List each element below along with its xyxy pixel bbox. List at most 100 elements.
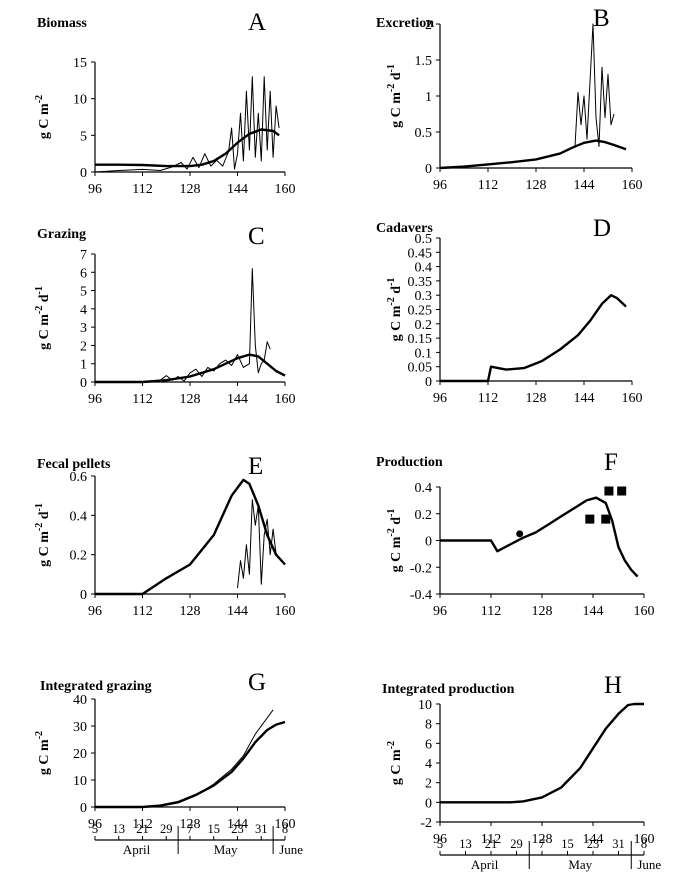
- y-tick-label: 30: [73, 720, 87, 735]
- x-tick-label: 112: [481, 832, 501, 847]
- x-tick-label: 128: [532, 604, 553, 619]
- panel-title: Production: [376, 455, 443, 470]
- data-point-square: [617, 486, 627, 496]
- y-tick-label: 0.15: [408, 332, 433, 347]
- date-tick-label: 7: [187, 822, 193, 836]
- y-label-exponent: -1: [34, 503, 45, 511]
- x-tick-label: 144: [583, 832, 604, 847]
- y-axis-label: g C m-2 d-1: [386, 64, 404, 128]
- date-tick-label: 8: [641, 837, 647, 851]
- y-tick-label: 0.1: [415, 346, 433, 361]
- y-tick-label: 4: [80, 303, 87, 318]
- panel-title: Integrated grazing: [40, 679, 152, 694]
- panel-letter: B: [593, 5, 610, 32]
- panel-letter: G: [248, 669, 266, 696]
- y-label-part: g C m: [389, 749, 404, 785]
- panel-title: Fecal pellets: [37, 457, 111, 472]
- y-tick-label: 0.25: [408, 304, 433, 319]
- y-tick-label: -0.4: [410, 588, 432, 603]
- y-tick-label: 7: [80, 248, 87, 263]
- date-tick-label: 13: [459, 837, 472, 851]
- x-tick-label: 128: [180, 604, 201, 619]
- date-tick-label: 15: [208, 822, 221, 836]
- panel-e: Fecal pellets E 0 0.2 0.4 0.6 96 112 128 144 160 g …: [34, 453, 296, 619]
- y-label-part: g C m: [37, 103, 52, 139]
- x-tick-label: 96: [433, 604, 447, 619]
- y-tick-label: 6: [80, 266, 87, 281]
- y-tick-label: 10: [418, 698, 432, 713]
- panel-title: Grazing: [37, 227, 86, 242]
- date-tick-label: 5: [437, 837, 443, 851]
- y-tick-label: 20: [73, 747, 87, 762]
- x-tick-label: 112: [478, 178, 498, 193]
- x-tick-label: 160: [622, 178, 643, 193]
- x-tick-label: 128: [180, 392, 201, 407]
- y-label-exponent: -2: [34, 523, 45, 531]
- y-label-exponent: -2: [34, 95, 45, 103]
- date-tick-label: 13: [113, 822, 126, 836]
- series-line-model: [440, 294, 627, 383]
- y-tick-label: 15: [73, 56, 87, 71]
- month-label: May: [214, 842, 238, 857]
- panel-letter: A: [248, 9, 266, 36]
- y-tick-label: 0.3: [415, 289, 433, 304]
- series-line-observed: [94, 76, 280, 173]
- series-line-model: [439, 139, 627, 170]
- y-tick-label: 1: [80, 358, 87, 373]
- panel-h: Integrated production H -2 0 2 4 6 8 10 96 112 128 1…: [382, 672, 661, 872]
- x-tick-label: 160: [275, 817, 296, 832]
- y-tick-label: 2: [425, 18, 432, 33]
- y-label-part: g C m: [37, 739, 52, 775]
- data-point-circle: [516, 530, 524, 538]
- date-tick-label: 29: [160, 822, 173, 836]
- y-label-exponent: -1: [386, 278, 397, 286]
- y-tick-label: 10: [73, 93, 87, 108]
- x-tick-label: 160: [275, 392, 296, 407]
- y-tick-label: 0.05: [408, 361, 433, 376]
- series-line-observed: [574, 23, 615, 147]
- y-label-part: g C m: [389, 536, 404, 572]
- panel-letter: E: [248, 453, 263, 480]
- panel-f: Production F -0.4 -0.2 0 0.2 0.4 96 112 128 144 160…: [376, 449, 655, 619]
- y-label-part: d: [389, 517, 404, 525]
- date-tick-label: 21: [136, 822, 149, 836]
- month-label: May: [568, 857, 592, 872]
- x-tick-label: 144: [227, 604, 248, 619]
- x-tick-label: 160: [275, 604, 296, 619]
- x-tick-label: 160: [634, 604, 655, 619]
- panel-c: Grazing C 0 1 2 3 4 5 6 7 96 112 128 144 160 g C m-2 d-…: [34, 223, 296, 407]
- date-tick-label: 8: [282, 822, 288, 836]
- date-tick-label: 5: [92, 822, 98, 836]
- series-line-observed: [159, 268, 271, 382]
- x-tick-label: 112: [132, 817, 152, 832]
- y-tick-label: 8: [425, 718, 432, 733]
- y-label-exponent: -2: [386, 528, 397, 536]
- date-tick-label: 23: [587, 837, 600, 851]
- y-tick-label: 0: [80, 801, 87, 816]
- y-axis-label: g C m-2: [34, 731, 52, 775]
- series-line-model: [440, 702, 644, 804]
- y-tick-label: 2: [80, 339, 87, 354]
- panel-letter: C: [248, 223, 265, 250]
- x-tick-label: 112: [132, 604, 152, 619]
- y-axis-label: g C m-2 d-1: [34, 503, 52, 567]
- x-tick-label: 160: [275, 182, 296, 197]
- panel-a: Biomass A 0 5 10 15 96 112 128 144 160 g C m-2: [34, 9, 296, 197]
- panel-title: Biomass: [37, 16, 87, 31]
- y-label-exponent: -1: [386, 509, 397, 517]
- y-tick-label: 40: [73, 693, 87, 708]
- y-label-part: g C m: [37, 314, 52, 350]
- x-tick-label: 96: [88, 392, 102, 407]
- x-tick-label: 144: [574, 391, 595, 406]
- y-tick-label: 0.4: [70, 509, 88, 524]
- panel-b: Excretion B 0 0.5 1 1.5 2 96 112 128 144 160 g C m-2…: [376, 5, 643, 193]
- x-tick-label: 128: [526, 391, 547, 406]
- x-tick-label: 144: [583, 604, 604, 619]
- y-axis-label: g C m-2 d-1: [386, 278, 404, 342]
- y-label-exponent: -2: [386, 741, 397, 749]
- x-tick-label: 144: [227, 817, 248, 832]
- series-line-observed: [237, 499, 277, 589]
- x-tick-label: 128: [526, 178, 547, 193]
- panel-letter: D: [593, 215, 611, 242]
- date-tick-label: 21: [485, 837, 498, 851]
